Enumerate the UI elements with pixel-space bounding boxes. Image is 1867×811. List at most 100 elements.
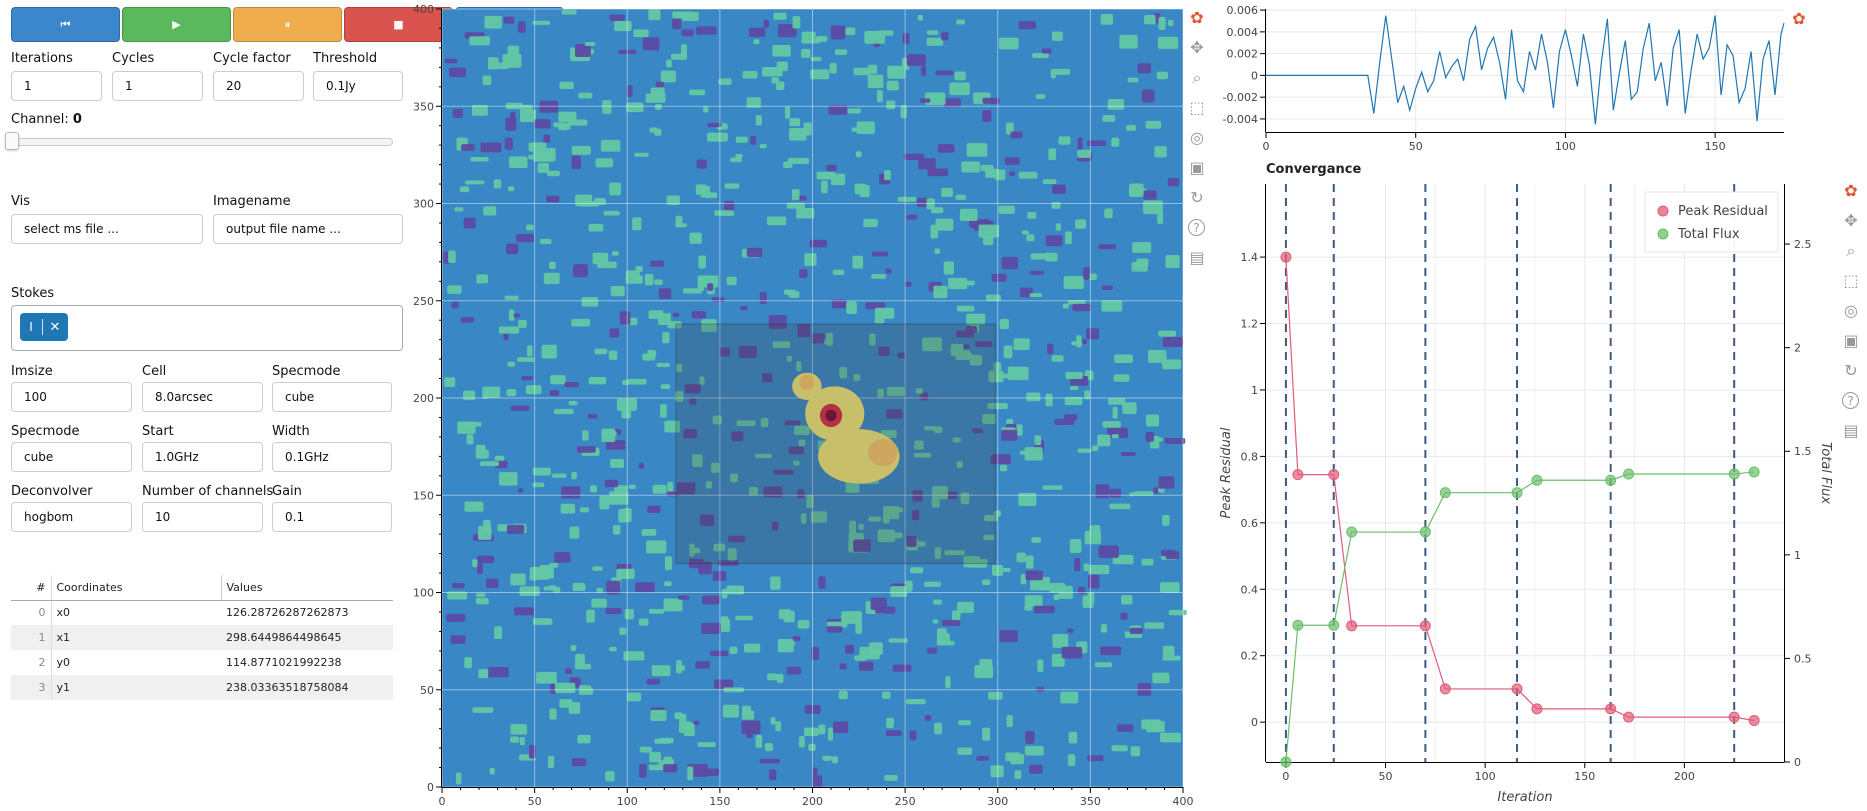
stokes-multiselect[interactable]: I ✕ <box>11 305 403 351</box>
noise-speckle <box>623 651 645 661</box>
noise-speckle <box>1026 392 1041 402</box>
noise-speckle <box>698 561 712 575</box>
noise-speckle <box>694 547 701 554</box>
noise-speckle <box>911 510 920 521</box>
specmode-2-label: Specmode <box>11 424 80 439</box>
noise-speckle <box>678 721 692 734</box>
iterations-input[interactable]: 1 <box>11 71 102 101</box>
box-select-icon[interactable]: ⬚ <box>1843 271 1859 290</box>
hover-icon[interactable]: ▤ <box>1843 421 1859 440</box>
header-coordinates[interactable]: Coordinates <box>51 575 221 601</box>
row-value[interactable]: 114.8771021992238 <box>226 656 342 669</box>
gain-input[interactable]: 0.1 <box>272 502 392 532</box>
noise-speckle <box>902 32 910 44</box>
noise-speckle <box>504 137 513 150</box>
width-input[interactable]: 0.1GHz <box>272 442 392 472</box>
deconvolver-input[interactable]: hogbom <box>11 502 132 532</box>
noise-speckle <box>691 311 706 319</box>
table-row[interactable]: 3 y1 238.03363518758084 <box>11 675 393 700</box>
noise-speckle <box>625 270 640 277</box>
noise-speckle <box>874 317 885 324</box>
noise-speckle <box>976 755 990 761</box>
noise-speckle <box>949 82 970 96</box>
noise-speckle <box>799 269 808 279</box>
noise-speckle <box>476 274 489 284</box>
noise-speckle <box>934 248 941 255</box>
noise-speckle <box>707 132 728 142</box>
noise-speckle <box>773 469 794 475</box>
pause-button[interactable]: ⏸ <box>233 7 342 42</box>
help-icon[interactable]: ? <box>1188 219 1205 236</box>
row-coordinate[interactable]: y1 <box>51 675 221 700</box>
row-coordinate[interactable]: x1 <box>51 625 221 650</box>
x-tick-label: 0 <box>439 795 446 808</box>
row-coordinate[interactable]: y0 <box>56 656 71 669</box>
noise-speckle <box>839 663 847 670</box>
noise-speckle <box>956 330 974 338</box>
noise-speckle <box>476 563 483 574</box>
noise-speckle <box>845 27 856 36</box>
noise-speckle <box>1121 595 1133 605</box>
start-input[interactable]: 1.0GHz <box>142 442 263 472</box>
hover-icon[interactable]: ▤ <box>1189 248 1205 267</box>
header-values[interactable]: Values <box>220 575 393 601</box>
box-select-icon[interactable]: ⬚ <box>1189 98 1205 117</box>
table-row[interactable]: 1 x1 298.6449864498645 <box>11 625 393 650</box>
noise-speckle <box>1129 627 1143 634</box>
noise-speckle <box>568 702 581 714</box>
noise-speckle <box>578 685 592 692</box>
wheel-zoom-icon[interactable]: ◎ <box>1190 128 1204 147</box>
noise-speckle <box>919 98 931 103</box>
cycles-input[interactable]: 1 <box>112 71 203 101</box>
noise-speckle <box>906 535 917 547</box>
noise-speckle <box>829 62 837 74</box>
noise-speckle <box>1158 16 1166 31</box>
save-icon[interactable]: ▣ <box>1843 331 1859 350</box>
noise-speckle <box>654 103 662 110</box>
noise-speckle <box>882 691 891 699</box>
noise-speckle <box>483 206 497 216</box>
reset-icon[interactable]: ↻ <box>1844 361 1858 380</box>
noise-speckle <box>942 619 961 627</box>
row-value[interactable]: 298.6449864498645 <box>221 625 393 650</box>
noise-speckle <box>701 622 721 634</box>
specmode-2-input[interactable]: cube <box>11 442 132 472</box>
zoom-icon[interactable]: ⌕ <box>1192 68 1202 87</box>
imagename-input[interactable]: output file name ... <box>213 214 403 244</box>
row-value[interactable]: 238.03363518758084 <box>221 675 393 700</box>
table-row[interactable]: 0 x0 126.28726287262873 <box>11 600 393 625</box>
cell-input[interactable]: 8.0arcsec <box>142 382 263 412</box>
noise-speckle <box>672 11 693 19</box>
step-back-button[interactable]: ⏮ <box>11 7 120 42</box>
box-select-region[interactable] <box>675 323 996 565</box>
table-row[interactable]: 2 y0 114.8771021992238 <box>11 650 393 675</box>
wheel-zoom-icon[interactable]: ◎ <box>1844 301 1858 320</box>
nchan-input[interactable]: 10 <box>142 502 263 532</box>
imsize-input[interactable]: 100 <box>11 382 132 412</box>
noise-speckle <box>1165 255 1180 268</box>
zoom-icon[interactable]: ⌕ <box>1846 241 1856 260</box>
threshold-input[interactable]: 0.1Jy <box>313 71 403 101</box>
vis-input[interactable]: select ms file ... <box>11 214 203 244</box>
reset-icon[interactable]: ↻ <box>1190 188 1204 207</box>
save-icon[interactable]: ▣ <box>1189 158 1205 177</box>
close-icon[interactable]: ✕ <box>49 319 61 335</box>
noise-speckle <box>551 473 567 478</box>
noise-speckle <box>1111 434 1119 439</box>
pan-icon[interactable]: ✥ <box>1190 38 1204 57</box>
noise-speckle <box>532 618 553 625</box>
channel-slider-handle[interactable] <box>5 132 19 150</box>
specmode-input[interactable]: cube <box>272 382 392 412</box>
noise-speckle <box>863 218 878 228</box>
row-coordinate[interactable]: x0 <box>56 606 71 620</box>
row-value[interactable]: 126.28726287262873 <box>226 606 349 620</box>
x-tick-label: 100 <box>617 795 638 808</box>
noise-speckle <box>609 328 620 338</box>
noise-speckle <box>455 772 462 785</box>
pan-icon[interactable]: ✥ <box>1844 211 1858 230</box>
play-button[interactable]: ▶ <box>122 7 231 42</box>
help-icon[interactable]: ? <box>1842 392 1859 409</box>
noise-speckle <box>755 735 763 748</box>
cycle-factor-input[interactable]: 20 <box>213 71 304 101</box>
